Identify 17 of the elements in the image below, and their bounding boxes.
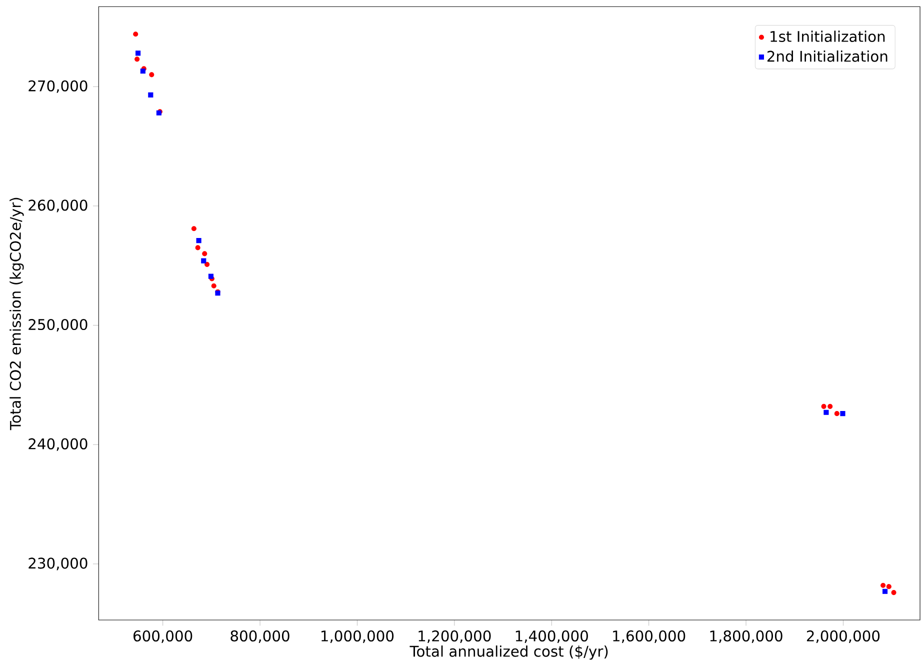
x-tick-label: 1,600,000 <box>613 630 686 643</box>
y-axis-title: Total CO2 emission (kgCO2e/yr) <box>10 198 24 430</box>
y-tick-label: 240,000 <box>28 438 88 451</box>
legend-label: 2nd Initialization <box>767 50 888 62</box>
x-tick-label: 800,000 <box>230 630 290 643</box>
x-tick-label: 1,400,000 <box>516 630 588 643</box>
y-tick-label: 230,000 <box>28 558 88 570</box>
x-tick-label: 1,800,000 <box>710 630 782 643</box>
legend-label: 1st Initialization <box>770 30 885 42</box>
x-axis-title: Total annualized cost ($/yr) <box>410 645 608 660</box>
x-tick-label: 600,000 <box>134 630 192 643</box>
x-tick-label: 1,000,000 <box>322 630 394 643</box>
x-tick-label: 2,000,000 <box>806 630 880 643</box>
x-tick-label: 1,200,000 <box>418 630 491 643</box>
y-tick-label: 270,000 <box>28 80 88 93</box>
y-tick-label: 250,000 <box>28 318 88 332</box>
y-tick-label: 260,000 <box>28 200 88 212</box>
